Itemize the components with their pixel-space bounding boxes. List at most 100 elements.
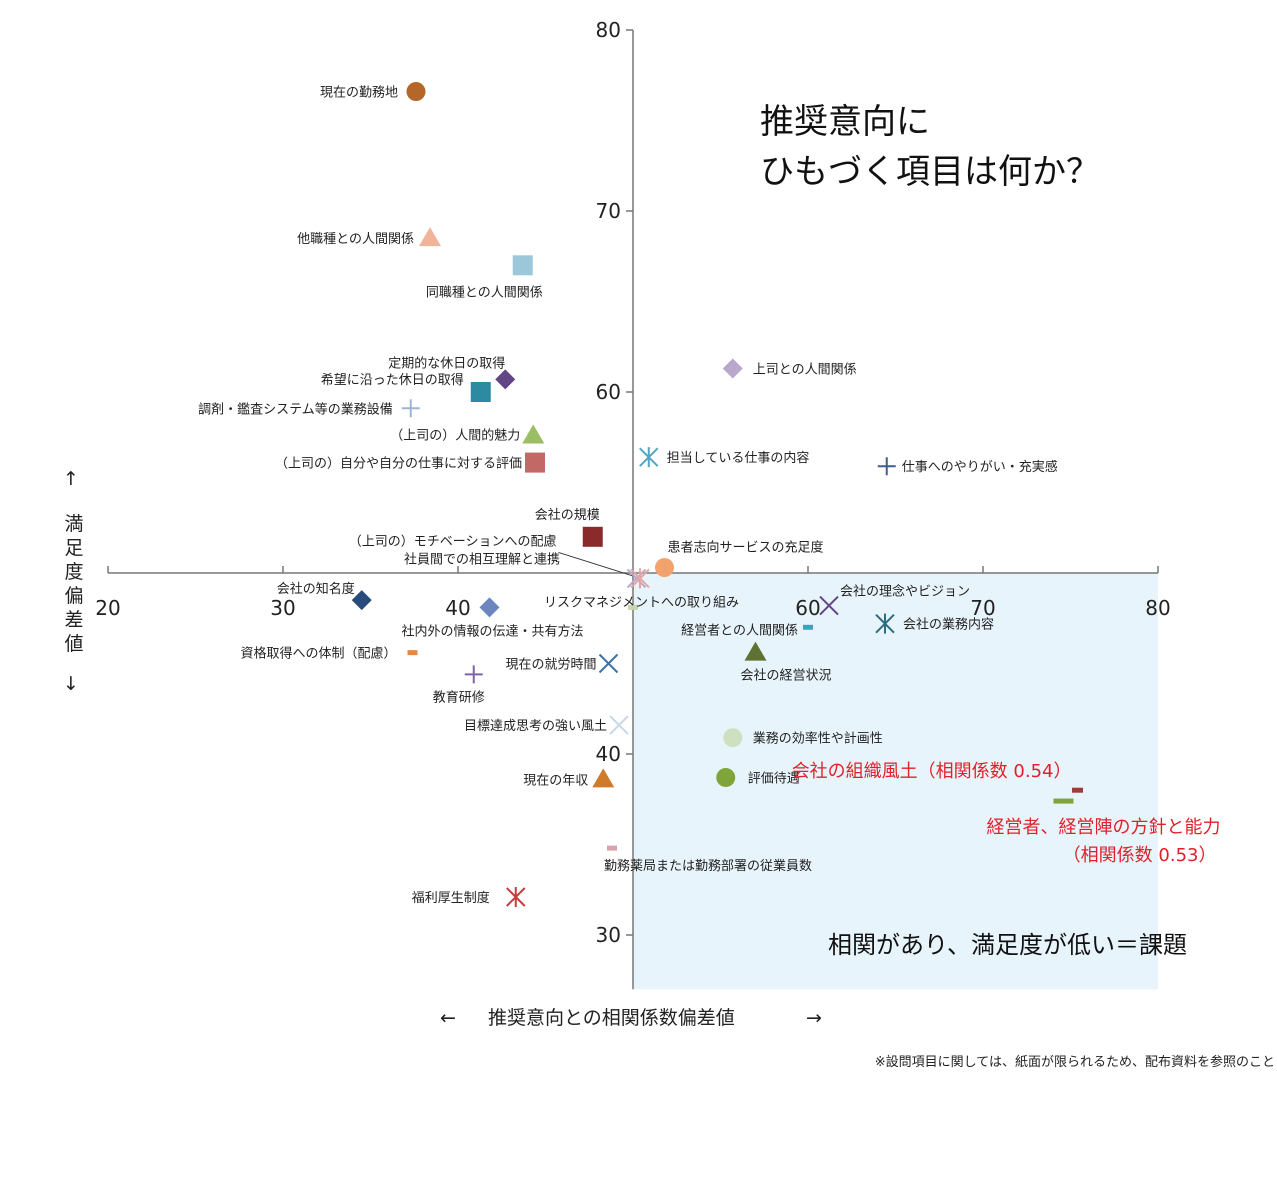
- x-tick-label: 70: [970, 596, 995, 620]
- y-tick-label: 80: [596, 18, 621, 42]
- footnote: ※設問項目に関しては、紙面が限られるため、配布資料を参照のこと: [875, 1054, 1275, 1070]
- point-29-marker: [1072, 787, 1083, 793]
- point-22-label: 会社の経営状況: [741, 668, 832, 684]
- chart-title-line-1: 推奨意向に: [760, 102, 930, 142]
- point-32-label: 福利厚生制度: [412, 890, 490, 906]
- point-19-marker: [803, 624, 813, 630]
- point-9-marker: [525, 452, 545, 473]
- quadrant-note: 相関があり、満足度が低い＝課題: [828, 931, 1187, 959]
- point-15-label: リスクマネジメントへの取り組み: [544, 595, 739, 610]
- point-2-label: 同職種との人間関係: [426, 284, 543, 300]
- axes: [107, 29, 1159, 990]
- point-9-label: （上司の）自分や自分の仕事に対する評価: [275, 457, 522, 472]
- point-28-marker: [592, 768, 615, 788]
- y-axis-label-char: 足: [64, 537, 83, 559]
- x-axis-label: 推奨意向との相関係数偏差値: [488, 1007, 735, 1029]
- point-1-marker: [419, 227, 441, 247]
- point-7-marker: [522, 424, 545, 444]
- tick-labels: 20 30 40 60 70 80 80 70 60 40 30: [95, 18, 1170, 947]
- point-4-marker: [495, 369, 516, 390]
- point-6-marker: [401, 399, 420, 418]
- point-26-label: 業務の効率性や計画性: [753, 731, 883, 747]
- point-19-label: 経営者との人間関係: [681, 623, 798, 638]
- point-13-marker: [626, 568, 647, 589]
- point-24-label: 教育研修: [433, 689, 485, 705]
- point-3-marker: [722, 358, 743, 379]
- point-14-marker: [630, 568, 650, 589]
- point-24-marker: [464, 665, 483, 684]
- point-31-label: 勤務薬局または勤務部署の従業員数: [604, 858, 812, 874]
- point-0-marker: [406, 82, 426, 102]
- point-0-label: 現在の勤務地: [320, 86, 398, 101]
- leader-lines: [558, 551, 635, 577]
- point-25-label: 目標達成思考の強い風土: [464, 719, 607, 734]
- point-30-marker: [1053, 798, 1074, 804]
- point-13-label: （上司の）モチベーションへの配慮: [349, 534, 557, 549]
- point-23-marker: [598, 653, 619, 674]
- y-axis-arrow-down: ↓: [63, 673, 79, 695]
- point-4-label: 定期的な休日の取得: [388, 355, 505, 371]
- y-tick-label: 30: [596, 923, 621, 947]
- x-tick-label: 20: [95, 596, 120, 620]
- point-17-marker: [479, 597, 500, 618]
- chart-title-line-2: ひもづく項目は何か？: [760, 152, 1100, 192]
- x-tick-label: 60: [795, 596, 820, 620]
- point-25-marker: [609, 715, 629, 735]
- point-14-label: 社員間での相互理解と連携: [404, 551, 560, 567]
- point-27-marker: [716, 768, 736, 788]
- point-7-label: （上司の）人間的魅力: [390, 427, 520, 443]
- point-17-label: 社内外の情報の伝達・共有方法: [402, 623, 584, 639]
- point-5-marker: [470, 382, 491, 402]
- point-15-marker: [628, 604, 638, 610]
- x-axis-arrow-left: ←: [440, 1007, 456, 1029]
- point-31-marker: [607, 845, 617, 851]
- point-20-label: 会社の業務内容: [903, 617, 994, 633]
- point-18-marker: [819, 595, 839, 616]
- data-markers: [351, 82, 1083, 907]
- point-21-marker: [407, 650, 418, 656]
- x-axis-arrow-right: →: [806, 1007, 822, 1029]
- y-axis-label-char: 差: [64, 609, 83, 631]
- point-30-label: 経営者、経営陣の方針と能力: [987, 817, 1221, 838]
- point-26-marker: [723, 728, 743, 748]
- x-tick-label: 30: [270, 596, 295, 620]
- leader-line: [558, 551, 635, 577]
- point-10-label: 仕事へのやりがい・充実感: [902, 459, 1058, 475]
- y-axis-label-char: 偏: [64, 585, 83, 607]
- point-22-marker: [744, 641, 767, 661]
- y-axis-label-char: 値: [64, 633, 83, 655]
- y-axis-label-char: 満: [64, 513, 83, 535]
- point-8-marker: [639, 447, 659, 468]
- x-tick-label: 80: [1145, 596, 1170, 620]
- point-11-label: 会社の規模: [535, 507, 600, 523]
- point-1-label: 他職種との人間関係: [297, 231, 414, 247]
- point-5-label: 希望に沿った休日の取得: [321, 372, 464, 388]
- point-28-label: 現在の年収: [523, 773, 588, 788]
- point-21-label: 資格取得への体制（配慮）: [240, 646, 396, 662]
- y-tick-label: 70: [596, 199, 621, 223]
- point-32-marker: [506, 886, 526, 907]
- point-12-label: 患者志向サービスの充足度: [668, 540, 824, 556]
- point-29-label: 会社の組織風土（相関係数 0.54）: [792, 761, 1072, 782]
- point-20-marker: [875, 613, 895, 634]
- point-11-marker: [582, 526, 603, 547]
- point-16-marker: [351, 590, 372, 611]
- point-30-label-line-2: （相関係数 0.53）: [1063, 845, 1217, 866]
- point-8-label: 担当している仕事の内容: [667, 450, 810, 466]
- point-27-label: 評価待遇: [748, 772, 800, 787]
- x-tick-label: 40: [445, 596, 470, 620]
- y-tick-label: 40: [596, 742, 621, 766]
- point-18-label: 会社の理念やビジョン: [840, 584, 970, 600]
- point-2-marker: [512, 255, 533, 276]
- y-axis-label-char: 度: [64, 561, 83, 583]
- point-23-label: 現在の就労時間: [505, 658, 596, 673]
- point-3-label: 上司との人間関係: [753, 362, 857, 377]
- point-6-label: 調剤・鑑査システム等の業務設備: [198, 401, 393, 417]
- y-tick-label: 60: [596, 380, 621, 404]
- y-axis-arrow-up: ↑: [63, 468, 79, 490]
- point-16-label: 会社の知名度: [277, 581, 355, 597]
- point-12-marker: [655, 558, 674, 578]
